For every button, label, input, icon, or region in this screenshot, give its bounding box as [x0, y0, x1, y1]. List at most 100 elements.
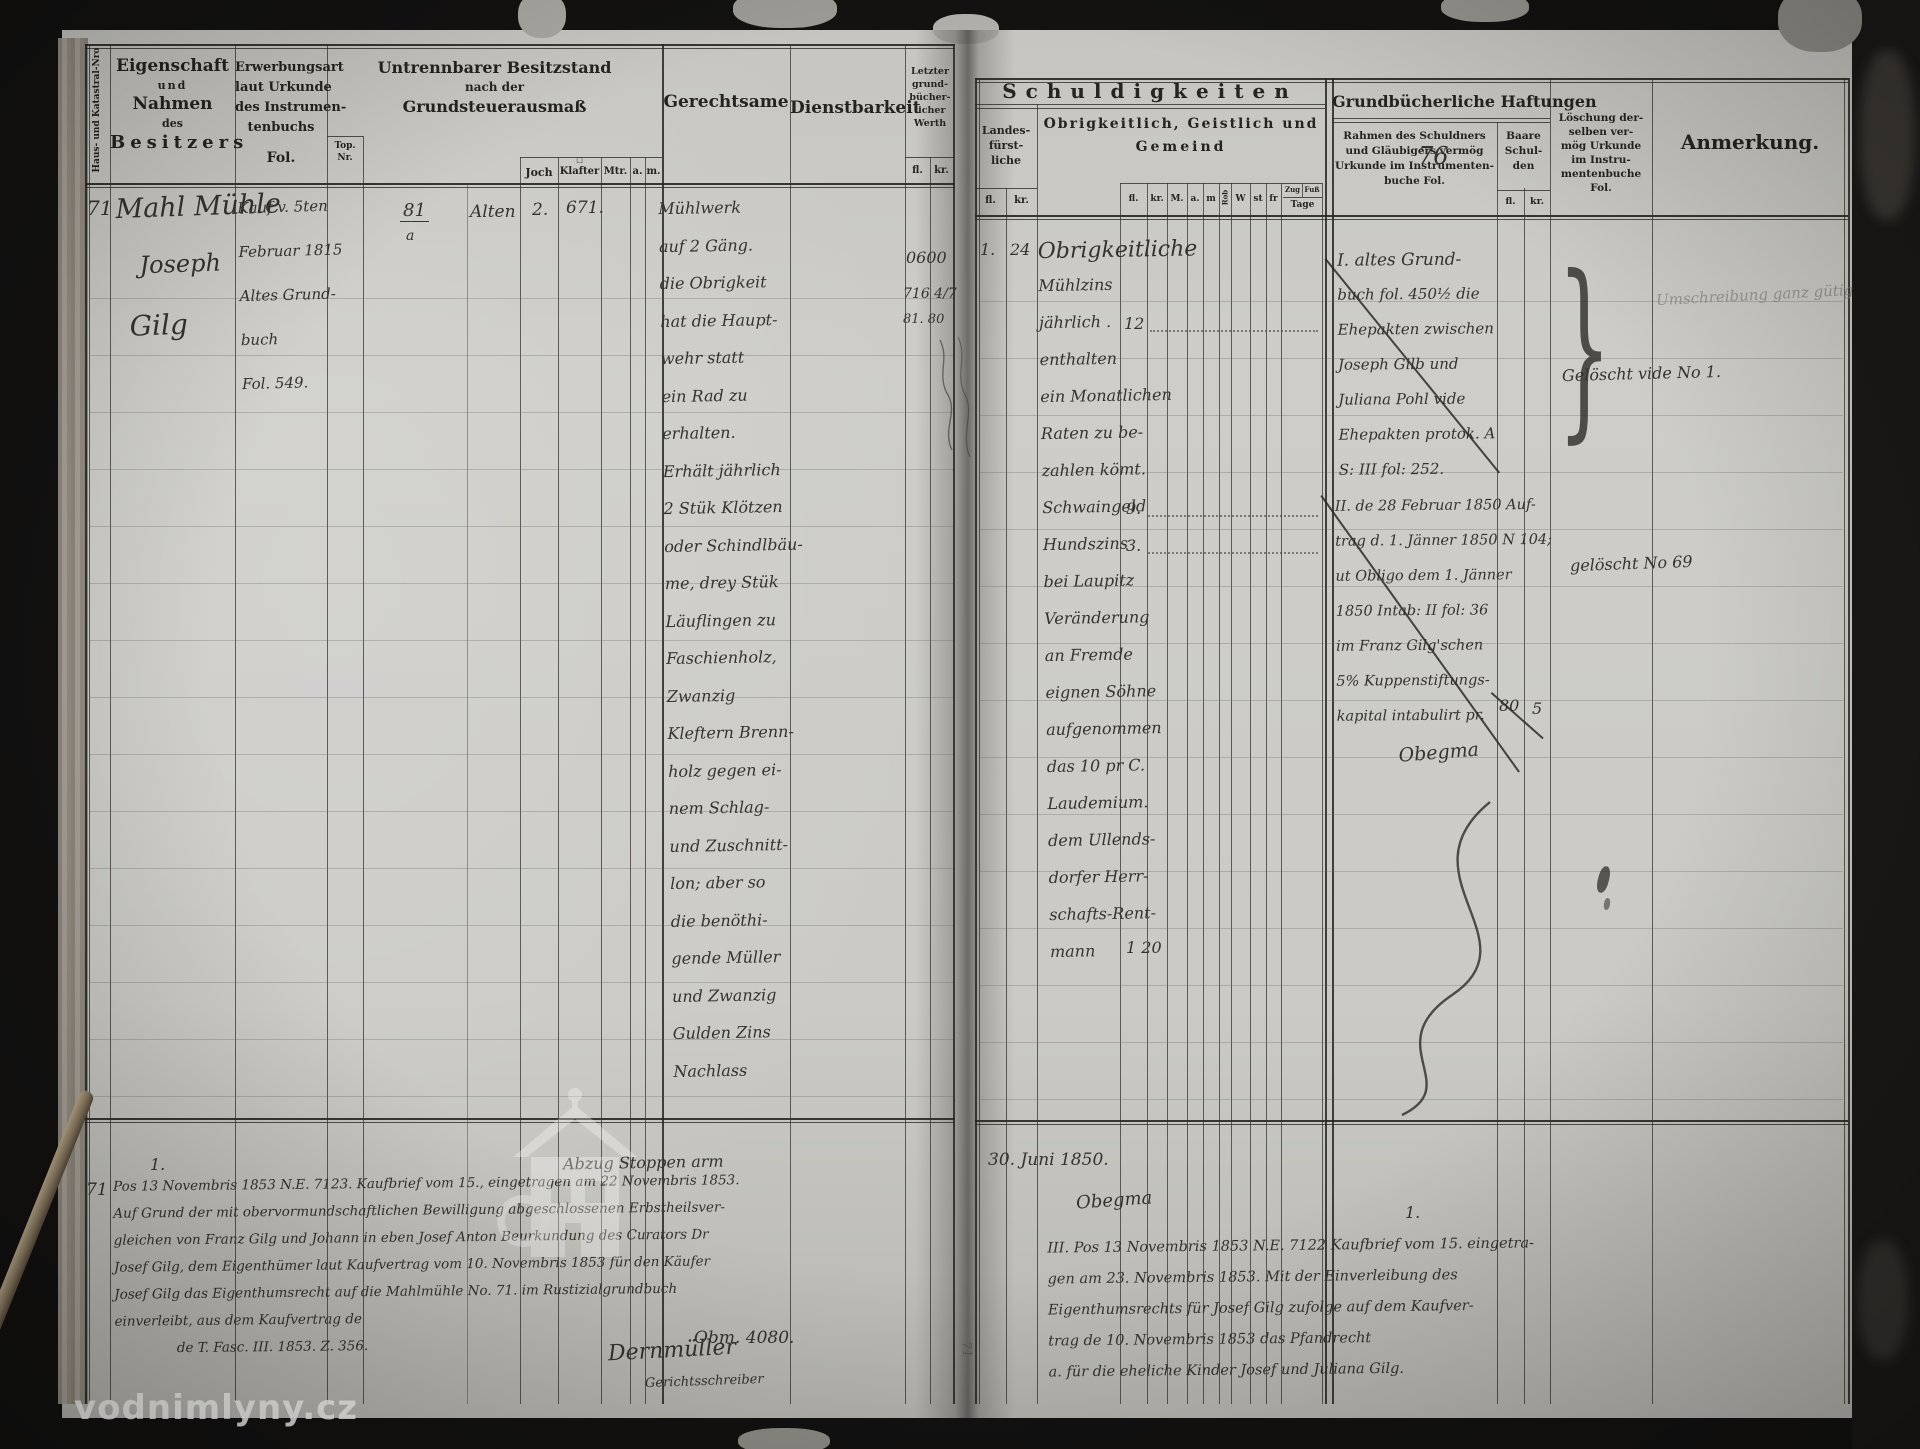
col-werth-fl: fl. [912, 165, 923, 176]
col-klafter: Klafter [559, 166, 600, 177]
haftung-signature: Obegma [1397, 738, 1480, 767]
col-werth: Letzter [911, 66, 949, 77]
col-landesf: liche [990, 154, 1022, 167]
book-cover-right [1852, 0, 1920, 1449]
tape-bit [733, 0, 837, 28]
entry-top-nr: 81 [400, 200, 429, 222]
value-laudemium: 1 20 [1126, 938, 1162, 957]
mill-logo-watermark [497, 1088, 637, 1257]
col-loeschung: Fol. [1590, 182, 1612, 194]
col-eigenschaft: Nahmen [132, 94, 213, 114]
value-jaehrlich: 12 [1124, 314, 1145, 333]
col-werth: Werth [913, 118, 947, 129]
tape-bit [738, 1428, 830, 1449]
col-m: m. [646, 166, 661, 177]
col-baare: Schul- [1504, 145, 1543, 157]
col-erwerbungsart: tenbuchs [247, 120, 315, 135]
page-shading [62, 30, 962, 1418]
entry-klafter: 671. [566, 198, 604, 218]
subcol-m2: m [1206, 194, 1216, 204]
col-a: a. [632, 166, 643, 177]
subcol-kr: kr. [1150, 194, 1164, 204]
col-landesf-kr: kr. [1014, 195, 1029, 206]
fold-page-no: 71 [958, 1340, 975, 1359]
value-schwaingeld: 9. [1126, 499, 1142, 518]
col-eigenschaft: des [162, 117, 183, 130]
subcol-a: a. [1190, 194, 1200, 204]
entry-werth-2: 716 4/7 [903, 286, 957, 302]
col-erwerbungsart: laut Urkunde [235, 80, 332, 95]
entry-joch: 2. [532, 200, 549, 220]
marginal-scribbles [939, 336, 971, 458]
page-edge-stack [58, 38, 88, 1404]
col-erwerbungsart: Erwerbungsart [235, 60, 344, 75]
value-hundszins: 3. [1126, 536, 1142, 555]
dotted-leader [1148, 552, 1318, 554]
entry-gerechtsame: Mühlwerk auf 2 Gäng. die Obrigkeit hat d… [658, 197, 803, 1081]
entry-werth-3: 81. 80 [903, 312, 945, 327]
dotted-leader [1150, 330, 1318, 332]
baare-fl-value: 80 [1499, 696, 1520, 715]
subcol-m: M. [1170, 194, 1184, 204]
note-margin-no: 71 [86, 1180, 108, 1200]
col-baare-fl: fl. [1505, 196, 1516, 207]
col-obrigkeitlich: Obrigkeitlich, Geistlich und [1043, 116, 1319, 132]
col-loeschung: selben ver- [1568, 126, 1634, 138]
subcol-fl: fl. [1128, 194, 1139, 204]
col-besitzstand: Untrennbarer Besitzstand [377, 58, 612, 77]
folio-number: 76 [1418, 142, 1449, 170]
col-loeschung: mög Urkunde [1560, 140, 1642, 152]
entry-top-nr-sub: a [406, 228, 415, 244]
col-loeschung: Löschung der- [1558, 112, 1644, 124]
entry-owner: Mahl Mühle Joseph Gilg [115, 188, 282, 343]
col-gerechtsame: Gerechtsame [663, 92, 789, 112]
note-index: 1. [150, 1155, 166, 1174]
col-eigenschaft: Besitzers [110, 132, 249, 153]
col-eigenschaft: Eigenschaft [116, 56, 229, 76]
col-anmerkung: Anmerkung. [1680, 130, 1820, 154]
watermark-text: vodnimlyny.cz [74, 1388, 359, 1428]
col-top-nr: Nr. [337, 153, 353, 163]
note-date: 30. Juni 1850. [988, 1150, 1109, 1170]
col-baare: den [1512, 160, 1535, 172]
dotted-leader [1148, 515, 1318, 517]
note-index: 1. [1405, 1203, 1421, 1222]
col-baare: Baare [1506, 130, 1541, 142]
tape-bit [518, 0, 566, 38]
col-rahmen: Urkunde im Instrumenten- [1334, 160, 1495, 172]
col-loeschung: im Instru- [1571, 154, 1631, 166]
col-werth-kr: kr. [934, 165, 949, 176]
tape-bit [1441, 0, 1529, 22]
square-klafter-icon: □ [576, 155, 583, 164]
subcol-zug: Zug [1284, 185, 1301, 194]
col-rahmen: Rahmen des Schuldners [1343, 130, 1486, 142]
col-erwerbungsart: des Instrumen- [235, 100, 347, 115]
col-rahmen: buche Fol. [1384, 175, 1445, 187]
entry-landesf-fl: 1. [980, 240, 996, 259]
subcol-fuss: Fuß [1304, 185, 1320, 194]
entry-haus-nr: 71 [87, 196, 113, 220]
col-besitzstand: nach der [464, 80, 525, 94]
col-erwerbungsart: Fol. [266, 150, 296, 166]
col-dienstbarkeit: Dienstbarkeit [790, 98, 921, 118]
col-mtr: Mtr. [603, 166, 628, 177]
entry-werth-1: 0600 [906, 248, 947, 267]
col-besitzstand: Grundsteuerausmaß [402, 97, 587, 116]
col-werth: licher [914, 105, 946, 116]
tape-bit [1778, 0, 1862, 52]
col-obrigkeitlich: Gemeind [1135, 139, 1227, 155]
subcol-st: st [1253, 194, 1263, 204]
s-flourish [1401, 801, 1491, 1117]
subcol-rob: Rob [1220, 189, 1230, 206]
entry-obrigkeitlich: Obrigkeitliche Mühlzins jährlich . entha… [1037, 236, 1198, 962]
entry-landesf-kr: 24 [1010, 240, 1031, 259]
col-landesf-fl: fl. [985, 195, 996, 206]
col-top-nr: Top. [334, 141, 356, 151]
col-haus-nr-label: Haus- und Katastral-Nro [92, 47, 102, 173]
col-landesf: fürst- [988, 139, 1024, 152]
subcol-w: W [1235, 194, 1246, 204]
book-fold [915, 30, 1015, 1418]
col-werth: grund- [911, 79, 949, 90]
col-werth: bücher- [909, 92, 951, 103]
